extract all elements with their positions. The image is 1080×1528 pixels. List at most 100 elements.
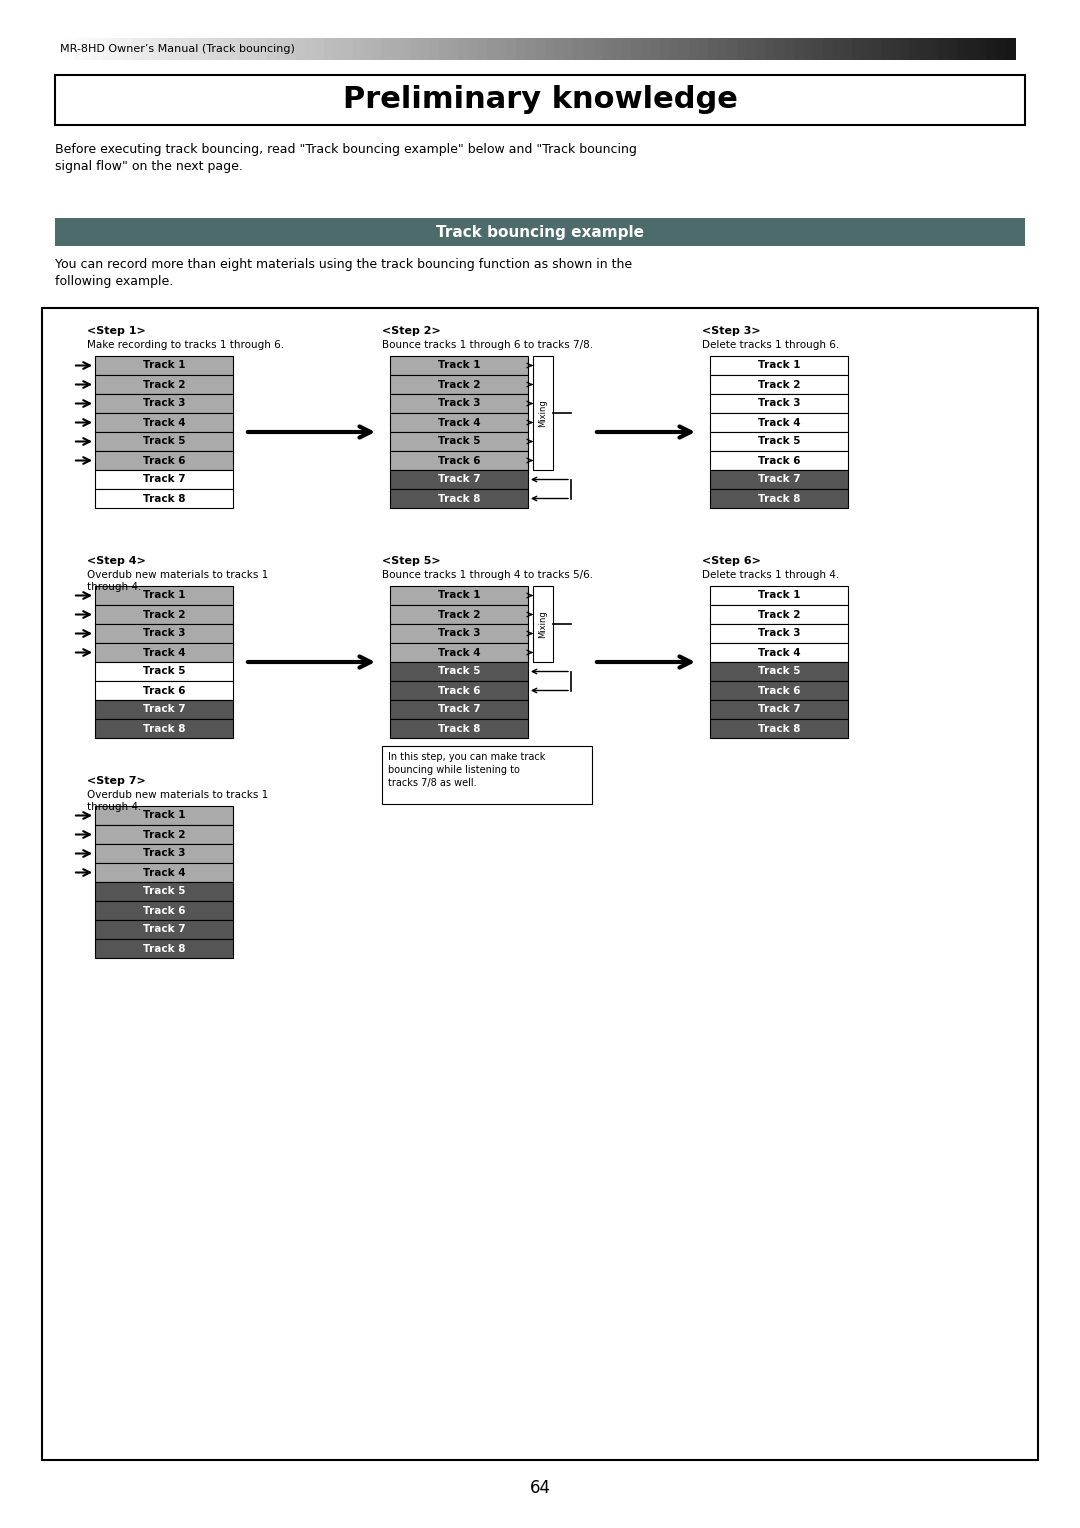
Text: Track 3: Track 3 [437,399,481,408]
Bar [710,700,848,720]
Bar [95,451,233,471]
Bar [390,720,528,738]
Bar [410,38,421,60]
Text: <Step 2>: <Step 2> [382,325,441,336]
Bar [487,38,498,60]
Bar [919,38,930,60]
Text: Track 2: Track 2 [143,830,186,839]
Text: Track 8: Track 8 [437,723,481,733]
Bar [390,471,528,489]
Bar [458,38,469,60]
Bar [660,38,671,60]
Text: Track 8: Track 8 [758,494,800,504]
Bar [334,38,345,60]
Bar [95,720,233,738]
Text: Track bouncing example: Track bouncing example [436,225,644,240]
Bar [679,38,690,60]
Text: Track 8: Track 8 [758,723,800,733]
Text: Track 1: Track 1 [758,590,800,601]
Bar [976,38,987,60]
Bar [266,38,276,60]
Text: Overdub new materials to tracks 1
through 4.: Overdub new materials to tracks 1 throug… [87,570,268,593]
Bar [534,356,553,471]
Text: Mixing: Mixing [539,399,548,426]
Text: Preliminary knowledge: Preliminary knowledge [342,86,738,115]
Bar [710,451,848,471]
Text: <Step 6>: <Step 6> [702,556,761,565]
Bar [75,38,85,60]
Bar [171,38,180,60]
Text: Before executing track bouncing, read "Track bouncing example" below and "Track : Before executing track bouncing, read "T… [55,144,637,173]
Text: Overdub new materials to tracks 1
through 4.: Overdub new materials to tracks 1 throug… [87,790,268,813]
Bar [862,38,872,60]
Bar [95,432,233,451]
Bar [314,38,325,60]
Text: Track 7: Track 7 [437,704,481,715]
Text: Track 3: Track 3 [143,628,186,639]
Bar [640,38,651,60]
Bar [95,700,233,720]
Bar [285,38,296,60]
Text: Track 5: Track 5 [758,437,800,446]
Text: Track 1: Track 1 [143,590,186,601]
Bar [909,38,920,60]
Text: Track 7: Track 7 [143,924,186,935]
Bar [390,700,528,720]
Bar [603,38,612,60]
Text: Track 1: Track 1 [758,361,800,370]
Text: Track 8: Track 8 [437,494,481,504]
Bar [95,413,233,432]
Text: Track 2: Track 2 [758,610,800,619]
Text: Track 5: Track 5 [437,437,481,446]
Bar [710,471,848,489]
Bar [95,394,233,413]
Text: Track 5: Track 5 [758,666,800,677]
Bar [1005,38,1016,60]
Bar [448,38,459,60]
Bar [948,38,958,60]
Bar [710,681,848,700]
Text: In this step, you can make track
bouncing while listening to
tracks 7/8 as well.: In this step, you can make track bouncin… [388,752,545,787]
Bar [593,38,604,60]
Bar [554,38,565,60]
Bar [707,38,718,60]
Bar [710,374,848,394]
Bar [84,38,94,60]
Bar [95,643,233,662]
Bar [381,38,392,60]
Bar [516,38,526,60]
Text: Track 8: Track 8 [143,943,186,953]
Bar [390,605,528,623]
Bar [305,38,315,60]
Text: Track 2: Track 2 [437,610,481,619]
Bar [161,38,172,60]
Bar [710,623,848,643]
Bar [477,38,488,60]
Bar [766,38,777,60]
Text: Track 1: Track 1 [437,590,481,601]
Bar [804,38,814,60]
Text: Track 6: Track 6 [758,686,800,695]
Bar [929,38,940,60]
Text: Track 2: Track 2 [143,610,186,619]
Bar [95,471,233,489]
Text: <Step 7>: <Step 7> [87,776,146,785]
Bar [401,38,411,60]
Bar [103,38,113,60]
Bar [631,38,642,60]
Bar [621,38,632,60]
Text: Track 7: Track 7 [758,704,800,715]
Bar [833,38,843,60]
Bar [112,38,123,60]
Bar [95,587,233,605]
Bar [756,38,767,60]
Text: Track 3: Track 3 [143,848,186,859]
Bar [390,662,528,681]
Text: Track 3: Track 3 [758,628,800,639]
Text: Track 4: Track 4 [437,648,481,657]
Bar [870,38,881,60]
Bar [199,38,210,60]
Text: Track 3: Track 3 [758,399,800,408]
Bar [535,38,545,60]
Text: You can record more than eight materials using the track bouncing function as sh: You can record more than eight materials… [55,258,632,287]
